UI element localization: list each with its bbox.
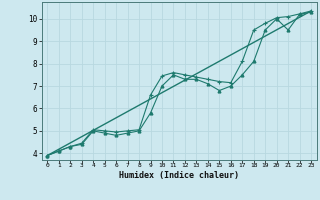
X-axis label: Humidex (Indice chaleur): Humidex (Indice chaleur) — [119, 171, 239, 180]
